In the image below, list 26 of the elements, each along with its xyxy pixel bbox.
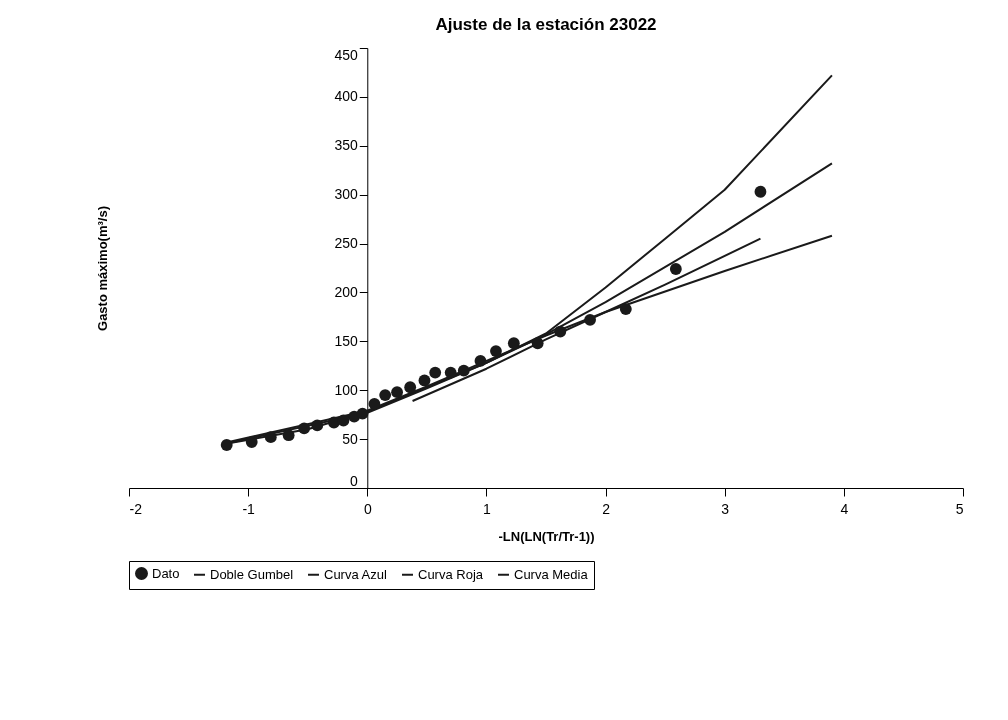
y-tick-label: 0 [349,472,358,489]
x-tick-label: 0 [363,500,372,517]
chart-title: Ajuste de la estación 23022 [435,14,657,34]
y-tick-label: 250 [334,235,358,252]
y-tick-label: 100 [334,381,358,398]
legend-label: Dato [152,565,180,581]
x-tick-label: -2 [129,500,143,517]
legend-label: Curva Roja [418,566,484,582]
y-tick-label: 350 [334,137,358,154]
x-tick-label: 1 [483,500,492,517]
y-tick-label: 400 [334,88,358,105]
legend-label: Doble Gumbel [210,566,294,582]
legend-label: Curva Azul [324,566,387,582]
x-axis-title: -LN(LN(Tr/Tr-1)) [498,528,595,544]
x-tick-label: -1 [242,500,256,517]
x-tick-label: 5 [955,500,964,517]
x-tick-label: 4 [840,500,849,517]
x-tick-label: 3 [721,500,730,517]
y-tick-label: 200 [334,283,358,300]
y-tick-label: 150 [334,332,358,349]
legend-label: Curva Media [514,566,589,582]
y-tick-label: 450 [334,46,358,63]
x-tick-label: 2 [602,500,611,517]
y-tick-label: 300 [334,186,358,203]
y-tick-label: 50 [342,430,358,447]
y-axis-title: Gasto máximo(m³/s) [94,206,110,331]
